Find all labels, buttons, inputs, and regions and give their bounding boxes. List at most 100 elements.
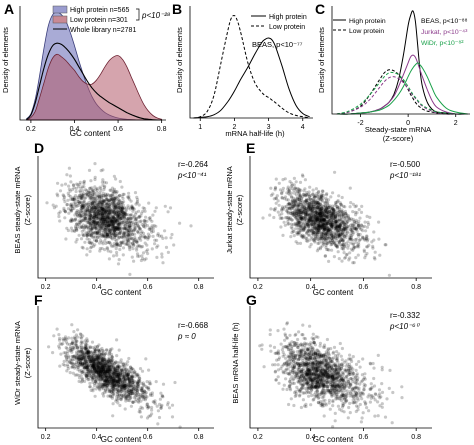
panel-d-point bbox=[119, 211, 123, 215]
panel-e-point bbox=[280, 207, 284, 211]
panel-d-point bbox=[104, 201, 108, 205]
panel-d-point bbox=[94, 217, 98, 221]
panel-e-point bbox=[297, 211, 301, 215]
panel-e-point bbox=[295, 214, 299, 218]
panel-d-point bbox=[85, 226, 89, 230]
panel-d-point bbox=[73, 203, 77, 207]
panel-f-point bbox=[116, 361, 120, 365]
panel-d-point bbox=[89, 230, 93, 234]
panel-d-point bbox=[104, 206, 108, 210]
panel-d-point bbox=[109, 223, 113, 227]
panel-d-point bbox=[80, 197, 84, 201]
panel-d-point bbox=[126, 233, 130, 237]
panel-f-point bbox=[125, 378, 129, 382]
panel-d-point bbox=[107, 218, 111, 222]
panel-d-point bbox=[111, 228, 115, 232]
panel-d-point bbox=[103, 229, 107, 233]
panel-f-point bbox=[65, 347, 69, 351]
panel-f-point bbox=[77, 363, 81, 367]
panel-d-point bbox=[130, 204, 134, 208]
panel-d-point bbox=[76, 201, 80, 206]
panel-d-point bbox=[99, 218, 103, 223]
panel-d-point bbox=[93, 230, 97, 234]
panel-e-point bbox=[274, 177, 278, 181]
panel-d-point bbox=[189, 224, 193, 228]
panel-d-point bbox=[102, 204, 106, 208]
panel-d-point bbox=[106, 224, 111, 228]
panel-d-point bbox=[100, 205, 104, 209]
panel-e-point bbox=[362, 250, 366, 254]
panel-d-point bbox=[114, 226, 119, 230]
panel-f-point bbox=[110, 355, 114, 359]
panel-c-annotation-widr: WiDr, p<10⁻⁸² bbox=[421, 40, 464, 47]
panel-f-point bbox=[66, 367, 70, 371]
panel-d-point bbox=[102, 186, 106, 190]
panel-e-point bbox=[278, 213, 282, 217]
panel-a-xtick-label: 0.8 bbox=[157, 126, 167, 133]
panel-f-point bbox=[131, 381, 135, 385]
panel-e-point bbox=[308, 211, 312, 215]
panel-d-point bbox=[93, 207, 97, 211]
panel-d-point bbox=[110, 223, 114, 227]
panel-d-point bbox=[94, 206, 99, 210]
legend-label-whole-library: Whole library n=2781 bbox=[70, 27, 136, 34]
panel-d-point bbox=[93, 213, 97, 217]
panel-d-point bbox=[112, 196, 116, 200]
panel-d-point bbox=[118, 210, 122, 214]
panel-e-point bbox=[280, 195, 284, 200]
panel-d-point bbox=[100, 233, 104, 237]
panel-e-point bbox=[315, 205, 319, 210]
panel-d-point bbox=[78, 190, 82, 194]
panel-f-point bbox=[161, 382, 166, 386]
panel-f-r: r=-0.668 bbox=[178, 321, 209, 330]
panel-d-point bbox=[79, 195, 83, 199]
panel-d-point bbox=[127, 191, 131, 195]
panel-d-point bbox=[89, 207, 94, 211]
panel-d-point bbox=[88, 217, 92, 222]
panel-d-point bbox=[105, 192, 109, 196]
panel-d-point bbox=[107, 206, 111, 210]
panel-d-point bbox=[128, 217, 132, 221]
panel-d-point bbox=[73, 229, 77, 233]
panel-d-point bbox=[84, 192, 88, 196]
panel-e-point bbox=[296, 186, 300, 191]
panel-d-point bbox=[96, 212, 101, 216]
panel-d-point bbox=[105, 246, 109, 250]
panel-f-point bbox=[70, 323, 74, 327]
panel-e-xtick-label: 0.4 bbox=[306, 284, 316, 291]
panel-b-xtick-label: 2 bbox=[232, 124, 236, 131]
panel-d-point bbox=[103, 217, 107, 221]
panel-d-point bbox=[100, 199, 104, 204]
panel-e-point bbox=[356, 232, 360, 236]
panel-d-point bbox=[87, 221, 91, 225]
panel-d-point bbox=[89, 193, 93, 198]
panel-e-point bbox=[347, 258, 351, 262]
panel-e-point bbox=[314, 226, 318, 230]
panel-d-point bbox=[83, 219, 87, 223]
panel-d-point bbox=[111, 226, 115, 230]
panel-d-point bbox=[79, 196, 83, 200]
panel-d-point bbox=[136, 254, 140, 258]
panel-e-point bbox=[332, 208, 336, 212]
panel-f-point bbox=[114, 399, 118, 403]
panel-d-point bbox=[107, 215, 111, 219]
panel-d-point bbox=[110, 202, 114, 206]
panel-d-point bbox=[90, 228, 94, 232]
panel-d-point bbox=[101, 214, 105, 218]
panel-d-point bbox=[115, 222, 119, 226]
panel-e-point bbox=[341, 243, 345, 247]
panel-e-point bbox=[274, 201, 278, 205]
panel-d-point bbox=[100, 224, 104, 228]
panel-d-point bbox=[75, 209, 79, 213]
panel-d-point bbox=[113, 198, 117, 202]
panel-d-point bbox=[113, 226, 117, 230]
panel-d-point bbox=[98, 220, 102, 224]
panel-e-point bbox=[322, 218, 326, 222]
panel-e-point bbox=[302, 192, 306, 196]
panel-d-point bbox=[92, 192, 96, 196]
panel-d-point bbox=[117, 203, 121, 208]
panel-d-point bbox=[76, 213, 80, 217]
panel-d-point bbox=[107, 230, 111, 234]
panel-d-point bbox=[112, 244, 117, 248]
panel-g-point bbox=[325, 337, 329, 342]
